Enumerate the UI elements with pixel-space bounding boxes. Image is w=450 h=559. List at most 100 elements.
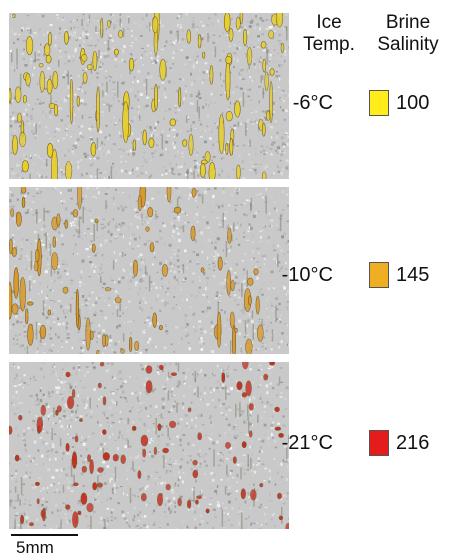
noise-speck [187,333,190,336]
noise-speck [164,87,167,90]
noise-speck [104,442,106,446]
noise-speck [210,420,212,425]
noise-speck [283,460,287,463]
noise-speck [18,232,21,235]
noise-speck [219,389,223,391]
brine-inclusion [40,509,45,518]
noise-speck [132,155,135,157]
noise-speck [99,279,101,283]
noise-speck [269,58,271,61]
dark-streak [122,333,125,342]
noise-speck [57,335,60,339]
noise-speck [117,293,119,295]
noise-speck [216,501,220,504]
noise-speck [250,258,253,261]
brine-inclusion [225,110,233,122]
noise-speck [51,344,55,346]
dark-streak [53,407,55,418]
noise-speck [235,423,237,426]
noise-speck [114,58,118,62]
noise-speck [129,287,131,290]
noise-speck [282,142,285,146]
noise-speck [169,40,172,42]
brine-inclusion [165,483,171,491]
noise-speck [12,245,14,248]
noise-speck [210,362,214,364]
noise-speck [234,437,238,439]
noise-speck [147,341,150,344]
noise-speck [127,27,130,30]
noise-speck [131,421,135,424]
noise-speck [40,91,43,93]
noise-speck [252,463,255,466]
noise-speck [240,349,242,352]
brine-inclusion [195,499,199,505]
noise-speck [184,382,186,385]
noise-speck [226,486,228,488]
noise-speck [254,510,258,512]
noise-speck [11,409,14,411]
noise-speck [265,350,267,352]
noise-speck [269,477,271,481]
noise-speck [159,268,161,272]
noise-speck [207,239,211,243]
noise-speck [258,450,261,453]
noise-speck [112,47,114,51]
noise-speck [91,432,95,435]
dark-streak [247,454,249,468]
noise-speck [157,437,160,440]
noise-speck [24,211,28,215]
noise-speck [212,526,214,529]
brine-inclusion [173,206,182,214]
noise-speck [169,162,171,165]
noise-speck [11,234,15,236]
noise-speck [86,187,90,190]
dark-streak [281,507,283,524]
noise-speck [212,34,216,36]
noise-speck [137,495,140,498]
noise-speck [142,280,145,282]
noise-speck [189,455,192,457]
noise-speck [130,332,133,334]
noise-speck [228,451,232,454]
noise-speck [199,392,202,396]
brine-inclusion [148,137,155,149]
noise-speck [111,392,115,395]
dark-streak [177,33,179,43]
noise-speck [77,107,80,111]
noise-speck [180,49,184,51]
noise-speck [13,96,16,100]
noise-speck [263,423,267,427]
noise-speck [94,45,96,48]
noise-speck [187,443,190,446]
noise-speck [151,441,154,444]
noise-speck [164,363,166,366]
noise-speck [285,109,288,113]
brine-inclusion [102,452,110,461]
noise-speck [262,323,265,326]
noise-speck [134,61,138,63]
noise-speck [279,150,281,153]
noise-speck [118,435,120,439]
noise-speck [26,520,28,524]
noise-speck [107,31,110,33]
noise-speck [147,44,150,48]
noise-speck [248,496,252,498]
noise-speck [12,50,14,52]
brine-inclusion [71,451,78,469]
dark-streak [198,106,200,119]
brine-inclusion [232,456,237,464]
noise-speck [18,457,22,461]
noise-speck [117,447,119,451]
noise-speck [238,510,241,514]
noise-speck [145,171,148,174]
noise-speck [274,262,277,264]
noise-speck [144,159,147,163]
noise-speck [58,300,61,302]
noise-speck [202,34,204,37]
noise-speck [241,25,244,29]
dark-streak [279,215,282,232]
noise-speck [262,149,265,152]
noise-speck [163,166,166,169]
noise-speck [73,20,75,22]
